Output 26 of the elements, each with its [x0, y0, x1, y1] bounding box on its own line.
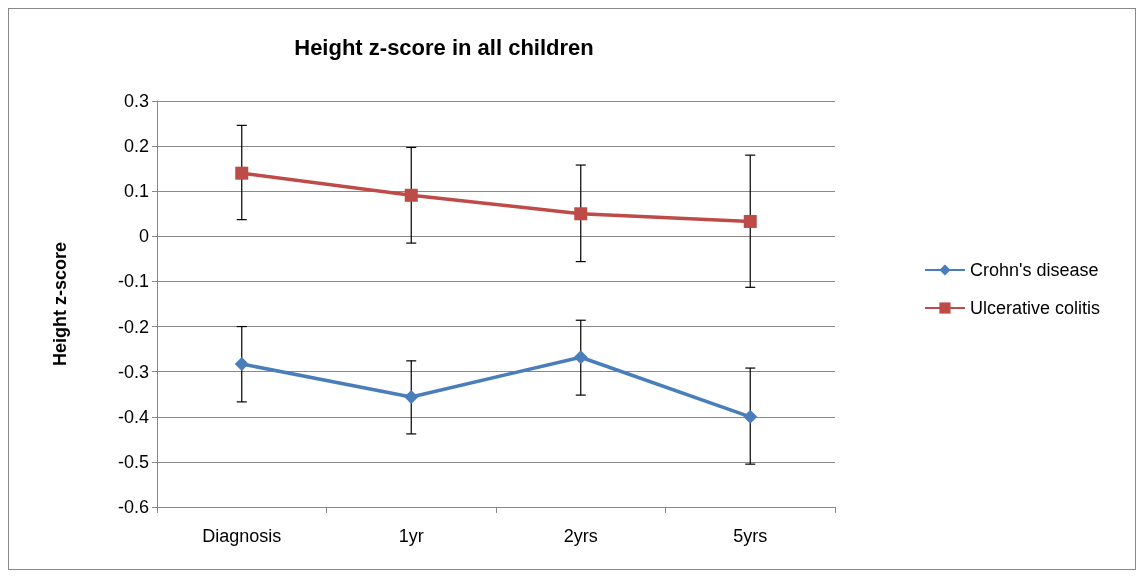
x-tick-label: 5yrs	[733, 526, 768, 546]
y-tick-label: 0.2	[123, 136, 149, 157]
y-tick-label: -0.6	[117, 497, 149, 517]
point	[234, 357, 249, 371]
y-axis-title: Height z-score	[50, 241, 70, 367]
point	[743, 409, 758, 424]
point	[404, 188, 418, 202]
point	[574, 207, 588, 221]
y-tick-label: 0	[138, 226, 149, 247]
y-tick-label: -0.3	[117, 361, 149, 382]
point	[404, 389, 419, 404]
chart-title: Height z-score in all children	[294, 34, 594, 60]
point	[573, 350, 588, 365]
y-tick-label: -0.4	[117, 406, 149, 427]
y-tick-label: 0.3	[123, 91, 149, 111]
legend-label: Crohn's disease	[969, 260, 1099, 280]
x-tick-label: 1yr	[398, 526, 424, 546]
x-tick-label: 2yrs	[563, 526, 598, 546]
y-tick-label: -0.1	[117, 271, 149, 292]
x-tick-label: Diagnosis	[202, 526, 282, 546]
y-tick-label: 0.1	[123, 181, 149, 202]
point	[743, 214, 757, 228]
y-tick-label: -0.5	[117, 451, 149, 472]
y-tick-label: -0.2	[117, 316, 149, 337]
legend-label: Ulcerative colitis	[969, 298, 1101, 318]
point	[235, 166, 249, 180]
